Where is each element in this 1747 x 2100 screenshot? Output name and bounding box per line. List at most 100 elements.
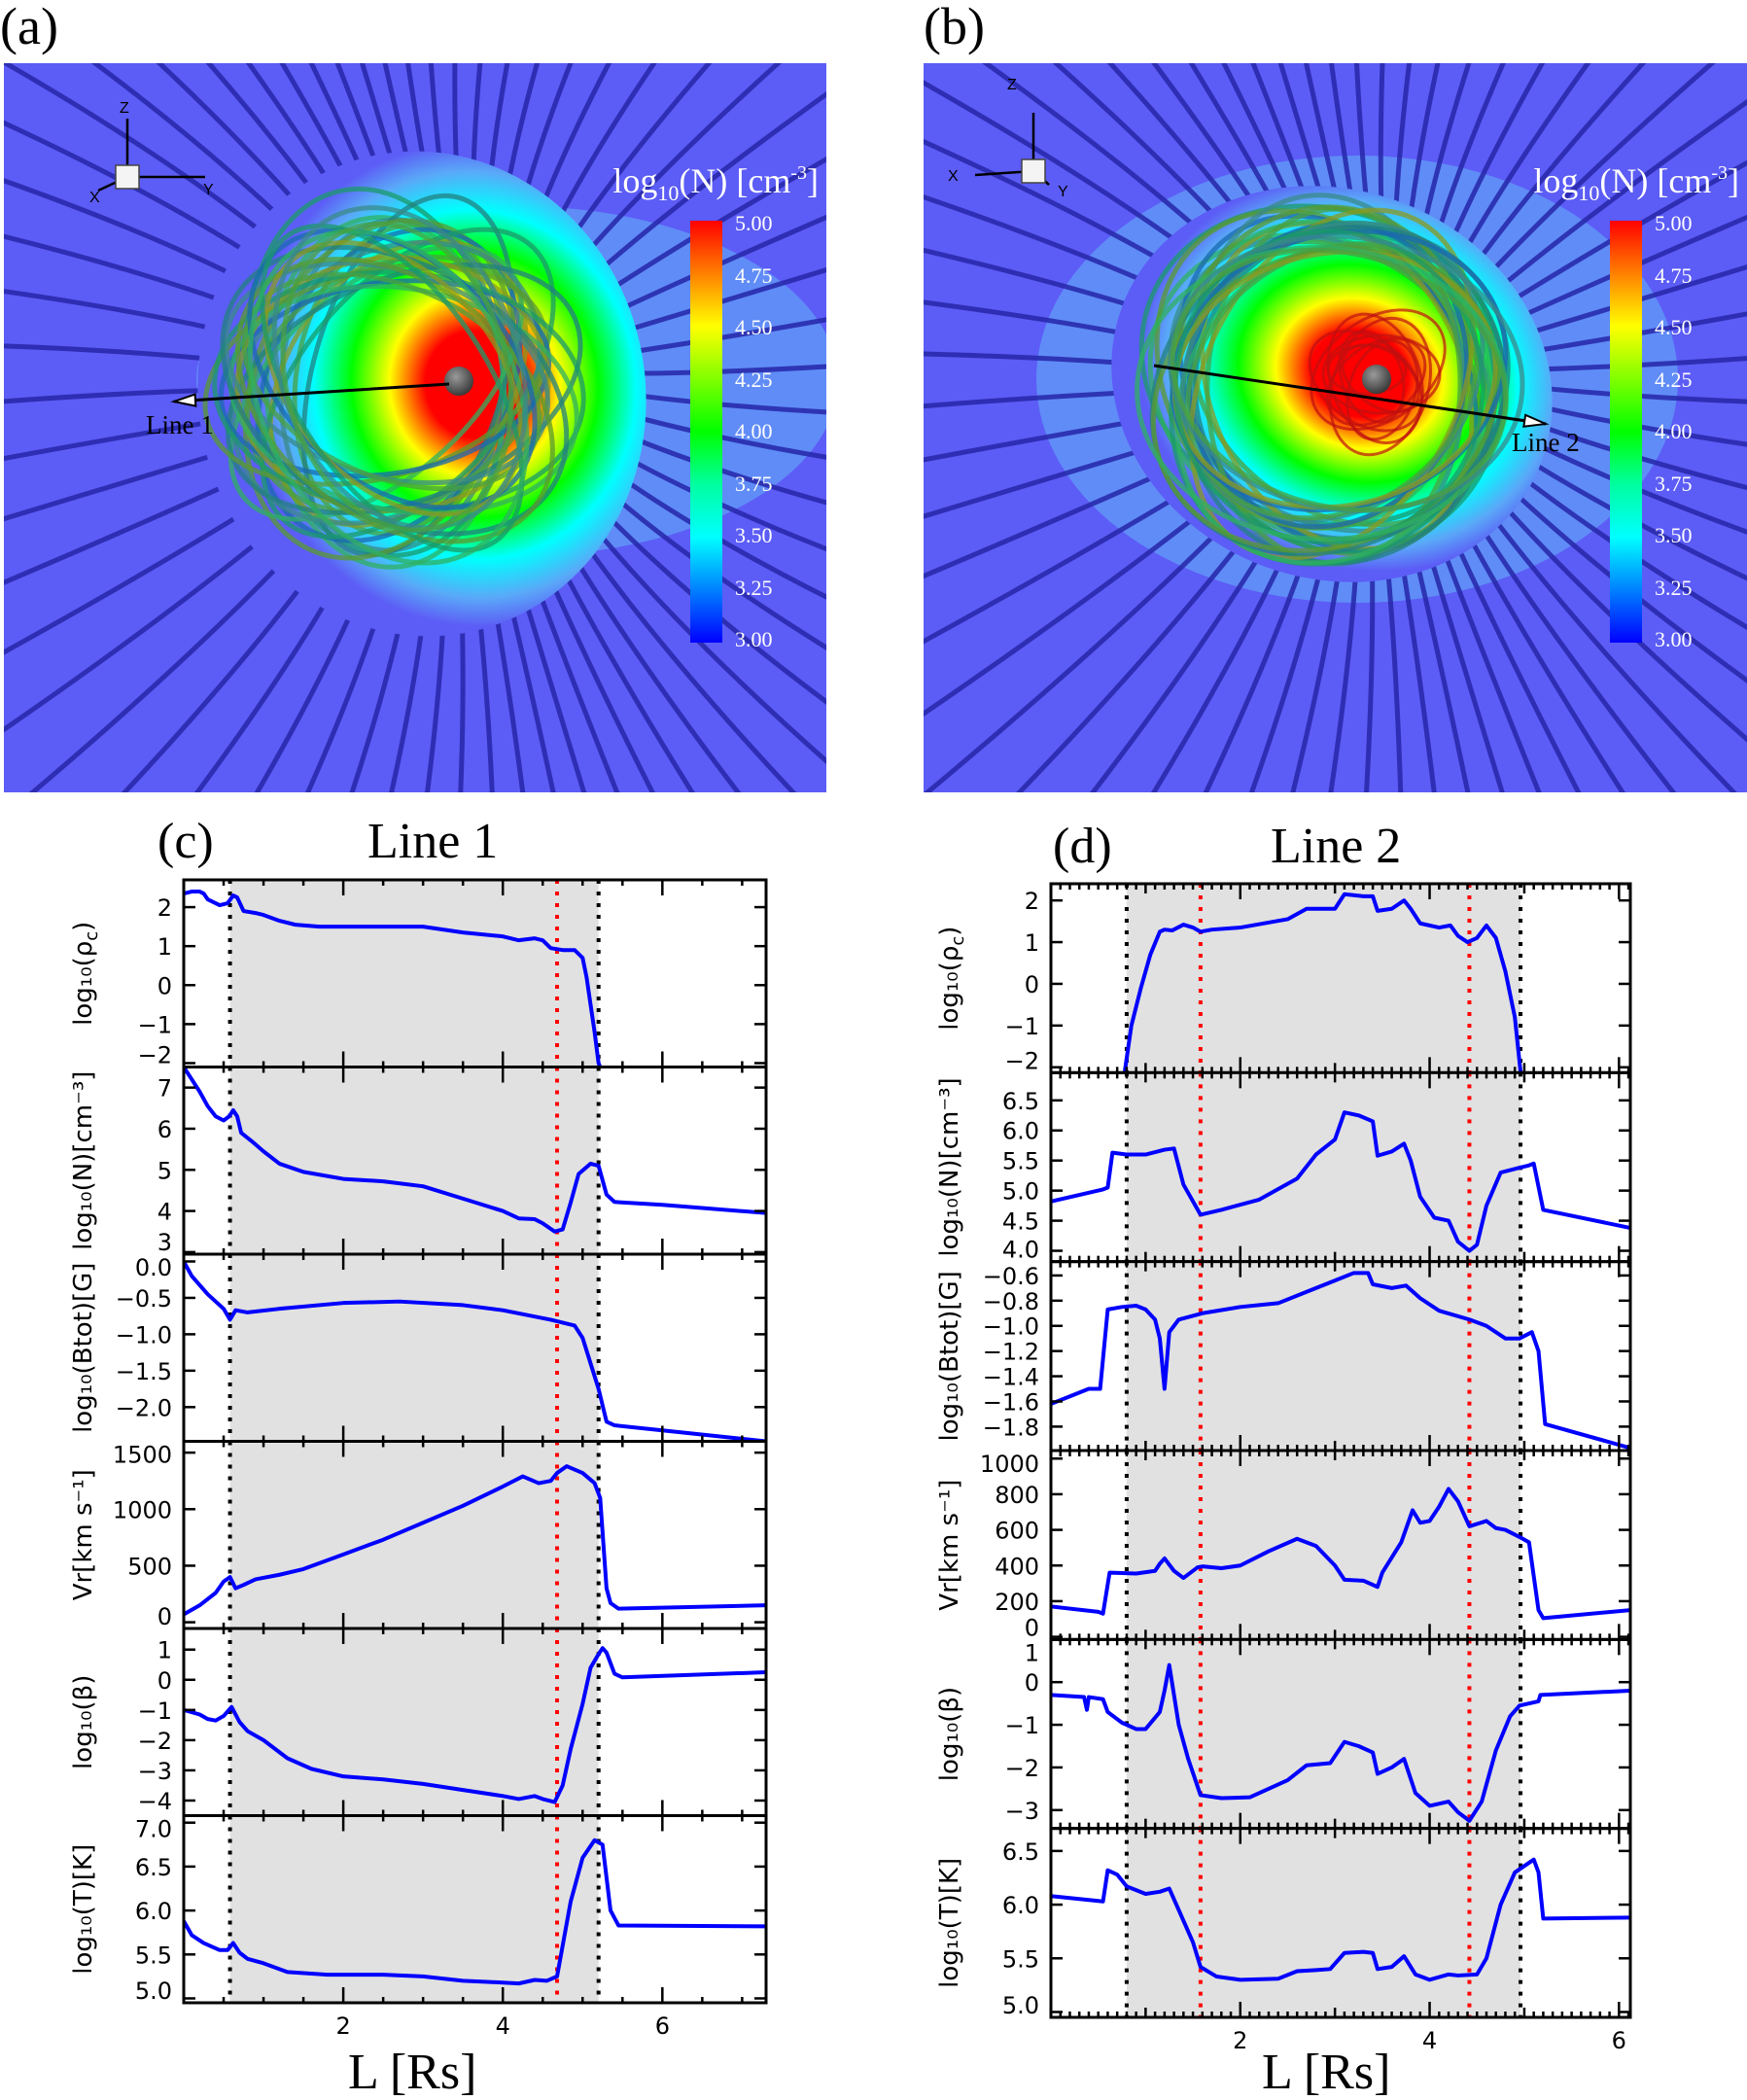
y-axis-label-text: log₁₀(N)[cm⁻³] <box>935 1077 964 1256</box>
y-tick-label: −1.0 <box>983 1313 1039 1341</box>
x-tick-label: 6 <box>1612 2027 1626 2054</box>
x-tick-label: 4 <box>496 2012 510 2040</box>
subplot: 6.5 6.0 5.5 5.0 log₁₀(T)[K] <box>935 1827 1632 2019</box>
y-axis-label-sub: c <box>82 931 102 941</box>
y-tick-label: 5.0 <box>1002 1178 1039 1206</box>
series-line <box>184 1838 766 1986</box>
flux-rope <box>1135 192 1525 567</box>
series-line <box>184 1646 766 1804</box>
colorbar-tick-label: 4.00 <box>735 419 773 443</box>
y-tick-label: −1.4 <box>983 1364 1039 1391</box>
colorbar-tick-label: 4.75 <box>1655 262 1693 288</box>
sample-line <box>173 382 450 403</box>
y-axis-label-text: log₁₀(N)[cm⁻³] <box>69 1071 98 1250</box>
y-tick-label: −4 <box>138 1788 172 1815</box>
y-tick-label: −2 <box>138 1042 172 1069</box>
colorbar-tick-label: 3.50 <box>1655 523 1693 547</box>
y-tick-label: 1 <box>157 933 172 961</box>
y-tick-label: 6.0 <box>1002 1892 1039 1919</box>
y-tick-label: −2 <box>1005 1755 1039 1782</box>
y-tick-label: −2 <box>138 1728 172 1755</box>
y-tick-label: 1 <box>157 1637 172 1664</box>
colorbar-title-mid: (N) [cm <box>679 161 791 200</box>
shaded-region <box>229 1628 599 1816</box>
y-tick-label: 6.5 <box>135 1854 172 1881</box>
x-tick-label: 6 <box>655 2012 670 2040</box>
subplot-frame <box>182 1814 768 2005</box>
subplot: 7 6 5 4 3 log₁₀(N)[cm⁻³] <box>69 1066 768 1256</box>
colorbar-title-base: log <box>1533 161 1579 200</box>
y-axis-label: log₁₀(N)[cm⁻³] <box>935 1077 964 1256</box>
y-axis-label-text: Vr[km s⁻¹] <box>69 1469 98 1600</box>
y-tick-label: 4.5 <box>1002 1208 1039 1236</box>
core-loop <box>1328 316 1432 457</box>
colorbar-tick-label: 4.50 <box>735 315 773 339</box>
y-axis-label-end: ) <box>935 927 964 936</box>
y-axis-label: log₁₀(ρc) <box>935 927 968 1031</box>
y-tick-label: −3 <box>1005 1798 1039 1825</box>
y-tick-label: 200 <box>995 1589 1039 1616</box>
colorbar <box>690 221 722 643</box>
panel-label-d: (d) <box>1053 819 1112 874</box>
core-loop <box>1308 330 1423 433</box>
core-loop <box>1310 308 1447 432</box>
y-tick-label: 6.0 <box>1002 1118 1039 1145</box>
shaded-region <box>1126 1639 1521 1829</box>
y-axis-label: log₁₀(T)[K] <box>69 1844 98 1975</box>
field-line <box>1452 159 1747 340</box>
colorbar-title-end: ] <box>1728 161 1739 200</box>
colorbar-title-sup: -3 <box>790 162 807 184</box>
colorbar-title-sub: 10 <box>1578 181 1600 205</box>
colorbar-title-sup: -3 <box>1711 162 1728 184</box>
y-tick-label: 0 <box>157 1603 172 1630</box>
chart-title-line-2: Line 2 <box>1271 819 1402 874</box>
triad-z-label: Z <box>1007 77 1017 93</box>
line-1-label: Line 1 <box>146 410 214 439</box>
y-axis-label: Vr[km s⁻¹] <box>69 1469 98 1600</box>
flux-rope-strand <box>259 223 525 553</box>
y-tick-label: −2 <box>1005 1047 1039 1074</box>
y-tick-label: −1.6 <box>983 1388 1039 1416</box>
y-tick-label: 1000 <box>980 1451 1039 1478</box>
subplot: 2 1 0 −1 −2 log₁₀(ρc) <box>935 882 1632 1074</box>
colorbar-title: log10(N) [cm-3] <box>612 160 819 206</box>
series-line <box>1122 892 1523 1072</box>
y-tick-label: 5.5 <box>135 1942 172 1969</box>
colorbar-tick-label: 3.25 <box>1655 575 1693 600</box>
colorbar-tick-label: 3.25 <box>735 575 773 600</box>
field-line <box>1448 98 1747 332</box>
x-tick-label: 2 <box>335 2012 350 2040</box>
subplot: 1 0 −1 −2 −3 −4 log₁₀(β) <box>69 1627 768 1817</box>
chart-d: 210−1−2log₁₀(ρc)6.56.05.55.04.54.0log₁₀(… <box>935 882 1632 2054</box>
colorbar-title-mid: (N) [cm <box>1599 161 1712 200</box>
series-line <box>1051 1271 1630 1451</box>
shaded-region <box>1126 1261 1521 1451</box>
y-tick-label: 0 <box>157 972 172 999</box>
y-axis-label-text: log₁₀(β) <box>935 1687 964 1781</box>
triad-cube <box>115 164 140 190</box>
axis-triad-icon <box>97 119 205 192</box>
colorbar-tick-label: 3.50 <box>735 523 773 547</box>
y-tick-label: 2 <box>1025 888 1039 915</box>
y-tick-label: 2 <box>157 894 172 922</box>
field-line <box>1442 63 1716 326</box>
y-tick-label: 0 <box>1025 1614 1039 1641</box>
flux-rope-strand <box>300 192 516 558</box>
field-line-rendering <box>4 63 826 792</box>
y-tick-label: −0.5 <box>116 1285 172 1312</box>
y-tick-label: 0 <box>1025 971 1039 998</box>
shaded-region <box>1126 1451 1521 1640</box>
y-tick-label: 0 <box>157 1667 172 1695</box>
y-tick-label: 6.0 <box>135 1898 172 1925</box>
x-axis-label-d: L [Rs] <box>1262 2045 1391 2100</box>
y-tick-label: 4 <box>157 1199 172 1226</box>
x-tick-label: 4 <box>1422 2027 1437 2054</box>
panel-label-a: (a) <box>0 0 58 55</box>
colorbar-tick-label: 4.75 <box>735 262 773 288</box>
shaded-region <box>229 1067 599 1254</box>
x-axis-label-c: L [Rs] <box>348 2045 477 2100</box>
y-tick-label: 1500 <box>113 1442 172 1469</box>
subplot: −0.6−0.8−1.0−1.2−1.4−1.6−1.8 log₁₀(Btot)[… <box>935 1260 1632 1452</box>
series-line <box>184 1260 766 1442</box>
